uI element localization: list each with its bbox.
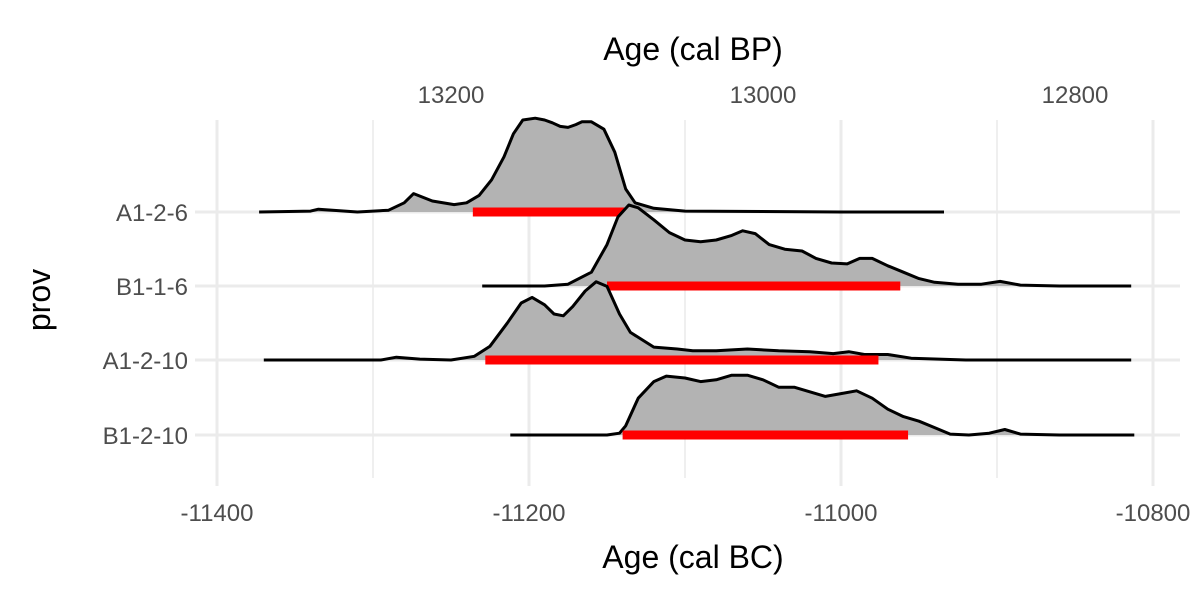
density-line [482, 203, 1132, 288]
y-axis-title: prov [21, 269, 57, 331]
y-tick-label: B1-2-10 [103, 423, 188, 450]
ridge-B1-2-10 [510, 373, 1135, 440]
density-fill [263, 281, 1132, 360]
x-top-tick-label: 13000 [730, 82, 797, 109]
ridge-B1-1-6 [482, 203, 1132, 291]
x-axis-bottom-title: Age (cal BC) [602, 539, 783, 575]
density-line [259, 116, 944, 214]
x-tick-label: -10800 [1116, 500, 1191, 527]
y-tick-label: A1-2-10 [103, 348, 188, 375]
y-axis-ticks: A1-2-6 B1-1-6 A1-2-10 B1-2-10 [103, 200, 188, 450]
series-layer [259, 116, 1135, 440]
x-tick-label: -11000 [805, 500, 878, 527]
x-top-tick-label: 12800 [1042, 82, 1109, 109]
y-tick-label: B1-1-6 [116, 274, 188, 301]
density-fill [259, 118, 945, 212]
y-tick-label: A1-2-6 [116, 200, 188, 227]
x-axis-top-ticks: 13200 13000 12800 [418, 82, 1109, 109]
x-tick-label: -11200 [493, 500, 566, 527]
density-fill [510, 375, 1135, 435]
ridge-A1-2-10 [263, 280, 1132, 365]
x-axis-bottom-ticks: -11400 -11200 -11000 -10800 [181, 478, 1191, 527]
x-top-tick-label: 13200 [418, 82, 485, 109]
density-fill [482, 205, 1132, 286]
density-line [263, 280, 1132, 362]
x-axis-top-title: Age (cal BP) [603, 31, 783, 67]
ridge-A1-2-6 [259, 116, 945, 217]
x-tick-label: -11400 [181, 500, 254, 527]
density-line [510, 373, 1135, 437]
